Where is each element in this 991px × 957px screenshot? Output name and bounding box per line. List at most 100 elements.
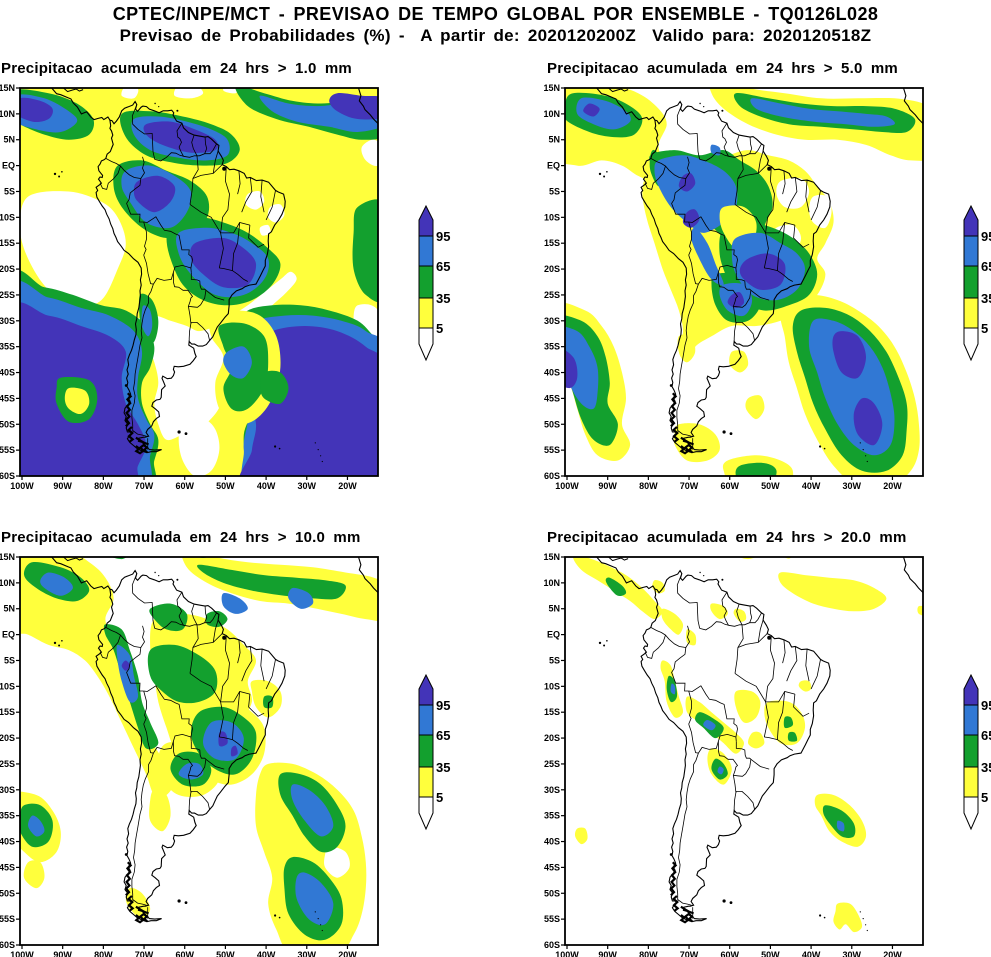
island: [278, 447, 281, 450]
island: [124, 853, 128, 856]
lon-tick-label: 70W: [680, 950, 699, 957]
legend-arrow-bottom: [418, 327, 434, 362]
contour-region-yellow: [20, 557, 175, 798]
country-border: [143, 685, 193, 742]
country-border: [728, 612, 762, 627]
map-svg: 15N 10N 5N EQ 5S 10S 15S 20S 25S 30S 35S 40S 45S 50S 5…: [0, 83, 450, 491]
country-border: [688, 216, 738, 273]
island: [274, 445, 277, 448]
country-border: [805, 180, 810, 213]
contour-region-blue: [836, 820, 845, 832]
legend-seg-blue: [963, 235, 979, 267]
coastline-central-america-north: [608, 557, 629, 562]
map-svg: 15N 10N 5N EQ 5S 10S 15S 20S 25S 30S 35S 40S 45S 50S 5…: [543, 552, 991, 957]
island: [176, 578, 179, 581]
island: [862, 449, 864, 451]
lat-tick-label: 20S: [544, 733, 560, 743]
fjord-coast-detail: [679, 443, 694, 455]
country-border: [140, 625, 145, 648]
legend-label: 95: [436, 698, 450, 713]
contour-region-green: [263, 695, 274, 709]
legend-label: 35: [436, 760, 450, 775]
island: [722, 899, 726, 903]
country-border: [793, 694, 810, 717]
panel-title-10mm: Precipitacao acumulada em 24 hrs > 10.0 …: [1, 529, 361, 546]
legend-label: 65: [981, 728, 991, 743]
country-border: [764, 267, 793, 282]
lat-tick-label: EQ: [547, 630, 560, 640]
lat-tick-label: 50S: [0, 419, 15, 429]
country-border: [685, 625, 690, 648]
island: [154, 571, 156, 574]
contour-region-blue: [750, 98, 895, 127]
contour-region-blue: [654, 155, 738, 233]
country-border: [173, 264, 192, 273]
lon-tick-label: 50W: [216, 481, 235, 491]
contour-region-green: [260, 370, 289, 405]
contour-region-yellow: [710, 603, 728, 620]
country-border: [260, 180, 265, 213]
legend-label: 5: [981, 321, 988, 336]
island: [321, 460, 323, 463]
country-border: [265, 659, 276, 690]
island: [278, 916, 281, 919]
lon-tick-label: 50W: [761, 950, 780, 957]
legend-label: 35: [981, 291, 991, 306]
contour-region-purple: [727, 291, 745, 308]
island: [314, 911, 316, 913]
legend-seg-green: [418, 265, 434, 299]
island: [53, 172, 57, 176]
lat-tick-label: 10S: [544, 681, 560, 691]
country-border: [698, 741, 719, 754]
lat-tick-label: 50S: [0, 888, 15, 898]
lon-tick-label: 100W: [555, 481, 579, 491]
contour-region-purple: [565, 350, 578, 389]
lat-tick-label: EQ: [2, 630, 15, 640]
country-border: [763, 232, 769, 269]
lat-tick-label: 45S: [0, 393, 15, 403]
country-border: [188, 306, 192, 342]
lat-tick-label: 5S: [549, 186, 560, 196]
contour-region-purple: [583, 103, 600, 117]
lon-tick-label: 20W: [883, 950, 902, 957]
country-border: [173, 733, 192, 742]
contour-region-blue: [223, 346, 252, 379]
contour-region-yellow: [677, 334, 696, 363]
country-border: [676, 573, 701, 629]
lat-tick-label: 35S: [0, 342, 15, 352]
country-border: [650, 158, 686, 179]
contour-region-yellow: [149, 789, 171, 832]
country-border: [131, 752, 154, 906]
legend-arrow-top: [418, 673, 434, 706]
country-border: [718, 264, 737, 273]
contour-region-white: [357, 918, 378, 945]
country-border: [650, 627, 686, 648]
contour-region-white: [324, 846, 350, 878]
country-border: [644, 165, 666, 190]
country-border: [105, 158, 141, 179]
island: [767, 166, 772, 171]
island: [866, 929, 868, 932]
lat-tick-label: 10N: [543, 578, 560, 588]
country-border: [176, 122, 184, 157]
island: [184, 901, 188, 904]
country-border: [763, 701, 769, 738]
lat-tick-label: 30S: [544, 316, 560, 326]
country-border: [260, 649, 265, 682]
country-border: [735, 322, 755, 341]
island: [53, 641, 57, 645]
legend-label: 5: [436, 321, 443, 336]
country-border: [688, 690, 692, 725]
legend-label: 95: [981, 698, 991, 713]
country-border: [143, 690, 147, 725]
coastline-central-america-north: [608, 88, 629, 93]
country-border: [765, 166, 775, 233]
lat-tick-label: 5S: [549, 655, 560, 665]
country-border: [782, 639, 786, 664]
country-border: [183, 143, 217, 158]
island: [274, 914, 277, 917]
contour-region-yellow: [734, 689, 761, 723]
country-border: [699, 152, 729, 162]
contour-region-green: [352, 199, 378, 303]
contour-region-yellow: [745, 395, 765, 420]
